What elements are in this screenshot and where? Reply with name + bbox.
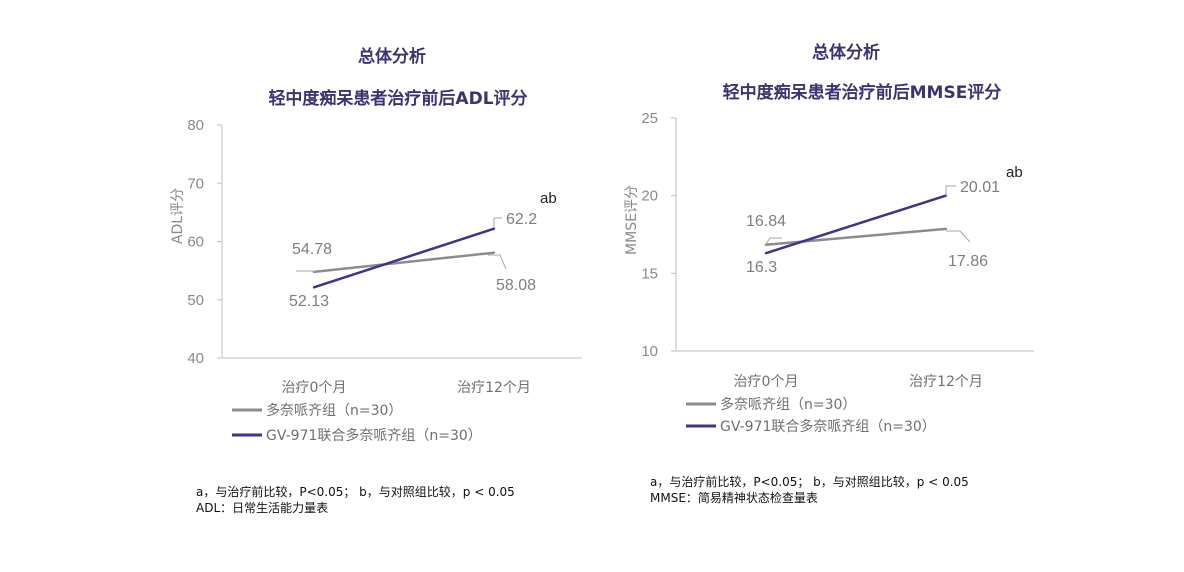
- data-point: [492, 227, 496, 230]
- marks: 16.84 17.86 16.3 20.01: [746, 179, 1000, 276]
- data-label: 52.13: [289, 293, 329, 310]
- x-category-label: 治疗0个月: [734, 374, 799, 390]
- y-tick-label: 70: [187, 175, 204, 192]
- legend-label-combo: GV-971联合多奈哌齐组（n=30）: [720, 418, 936, 435]
- data-point: [764, 243, 768, 246]
- label-leader-line: [765, 237, 782, 245]
- x-category-label: 治疗12个月: [909, 374, 983, 390]
- legend: 多奈哌齐组（n=30） GV-971联合多奈哌齐组（n=30）: [232, 402, 482, 444]
- label-leader-line: [945, 185, 956, 196]
- y-tick-label: 15: [641, 265, 658, 282]
- series-line: [765, 227, 947, 246]
- data-label: 54.78: [292, 241, 332, 258]
- data-point: [312, 286, 316, 289]
- y-tick-label: 25: [641, 110, 658, 127]
- label-leader-line: [488, 254, 507, 270]
- chart-title-line1: 总体分析: [358, 46, 426, 67]
- y-axis-label: ADL评分: [170, 188, 186, 244]
- x-category-label: 治疗12个月: [457, 380, 531, 396]
- axes: 10 15 20 25 治疗0个月 治疗12个月: [641, 110, 1034, 390]
- y-tick-label: 50: [187, 292, 204, 309]
- y-tick-label: 10: [641, 343, 658, 360]
- label-leader-line: [946, 230, 971, 243]
- x-category-label: 治疗0个月: [282, 380, 347, 396]
- chart-title-line1: 总体分析: [812, 42, 880, 63]
- footnote-significance: a，与治疗前比较，P<0.05； b，与对照组比较，p < 0.05: [196, 484, 515, 499]
- label-leader-line: [493, 217, 502, 227]
- y-tick-label: 20: [641, 188, 658, 205]
- y-tick-label: 60: [187, 234, 204, 251]
- significance-annotation: ab: [540, 190, 557, 207]
- legend-label-control: 多奈哌齐组（n=30）: [266, 402, 402, 419]
- footnote-abbreviation: MMSE：简易精神状态检查量表: [650, 490, 818, 505]
- legend-label-combo: GV-971联合多奈哌齐组（n=30）: [266, 427, 482, 444]
- legend-label-control: 多奈哌齐组（n=30）: [720, 396, 856, 413]
- series-line: [765, 194, 947, 255]
- data-point: [492, 251, 496, 254]
- chart-title-line2: 轻中度痴呆患者治疗前后MMSE评分: [723, 82, 1002, 103]
- y-tick-label: 40: [187, 350, 204, 367]
- data-label: 62.2: [506, 211, 537, 228]
- y-axis-label: MMSE评分: [624, 185, 640, 255]
- footnote-abbreviation: ADL：日常生活能力量表: [196, 501, 328, 515]
- footnote-significance: a，与治疗前比较，P<0.05； b，与对照组比较，p < 0.05: [650, 474, 969, 489]
- legend: 多奈哌齐组（n=30） GV-971联合多奈哌齐组（n=30）: [686, 396, 936, 435]
- data-point: [944, 227, 948, 231]
- adl-chart: 总体分析 轻中度痴呆患者治疗前后ADL评分 ADL评分 40 50 60 70 80 治疗…: [170, 46, 582, 515]
- data-label: 17.86: [948, 253, 988, 270]
- significance-annotation: ab: [1006, 164, 1023, 181]
- data-label: 58.08: [496, 277, 536, 294]
- axes: 40 50 60 70 80 治疗0个月 治疗12个月: [187, 117, 582, 396]
- marks: 54.78 58.08 52.13 62.2: [289, 211, 537, 310]
- data-label: 16.84: [746, 213, 786, 230]
- data-point: [764, 251, 768, 255]
- series-line: [313, 227, 495, 289]
- y-tick-label: 80: [187, 117, 204, 134]
- data-label: 16.3: [746, 259, 777, 276]
- data-label: 20.01: [960, 179, 1000, 196]
- series-line: [313, 251, 495, 274]
- chart-title-line2: 轻中度痴呆患者治疗前后ADL评分: [268, 88, 527, 109]
- mmse-chart: 总体分析 轻中度痴呆患者治疗前后MMSE评分 MMSE评分 10 15 20 25 治疗…: [624, 42, 1034, 505]
